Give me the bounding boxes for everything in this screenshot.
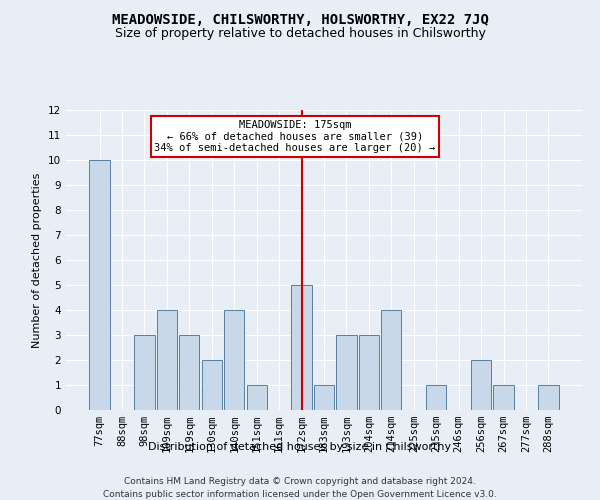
Bar — [157, 310, 177, 410]
Bar — [471, 360, 491, 410]
Text: Contains public sector information licensed under the Open Government Licence v3: Contains public sector information licen… — [103, 490, 497, 499]
Bar — [179, 335, 199, 410]
Bar — [134, 335, 155, 410]
Bar — [337, 335, 356, 410]
Bar — [381, 310, 401, 410]
Text: Size of property relative to detached houses in Chilsworthy: Size of property relative to detached ho… — [115, 28, 485, 40]
Bar — [247, 385, 267, 410]
Bar — [493, 385, 514, 410]
Text: MEADOWSIDE: 175sqm
← 66% of detached houses are smaller (39)
34% of semi-detache: MEADOWSIDE: 175sqm ← 66% of detached hou… — [154, 120, 436, 153]
Bar — [426, 385, 446, 410]
Bar — [202, 360, 222, 410]
Bar — [538, 385, 559, 410]
Y-axis label: Number of detached properties: Number of detached properties — [32, 172, 43, 348]
Bar — [359, 335, 379, 410]
Bar — [314, 385, 334, 410]
Text: MEADOWSIDE, CHILSWORTHY, HOLSWORTHY, EX22 7JQ: MEADOWSIDE, CHILSWORTHY, HOLSWORTHY, EX2… — [112, 12, 488, 26]
Bar — [89, 160, 110, 410]
Text: Distribution of detached houses by size in Chilsworthy: Distribution of detached houses by size … — [148, 442, 452, 452]
Bar — [292, 285, 311, 410]
Bar — [224, 310, 244, 410]
Text: Contains HM Land Registry data © Crown copyright and database right 2024.: Contains HM Land Registry data © Crown c… — [124, 478, 476, 486]
